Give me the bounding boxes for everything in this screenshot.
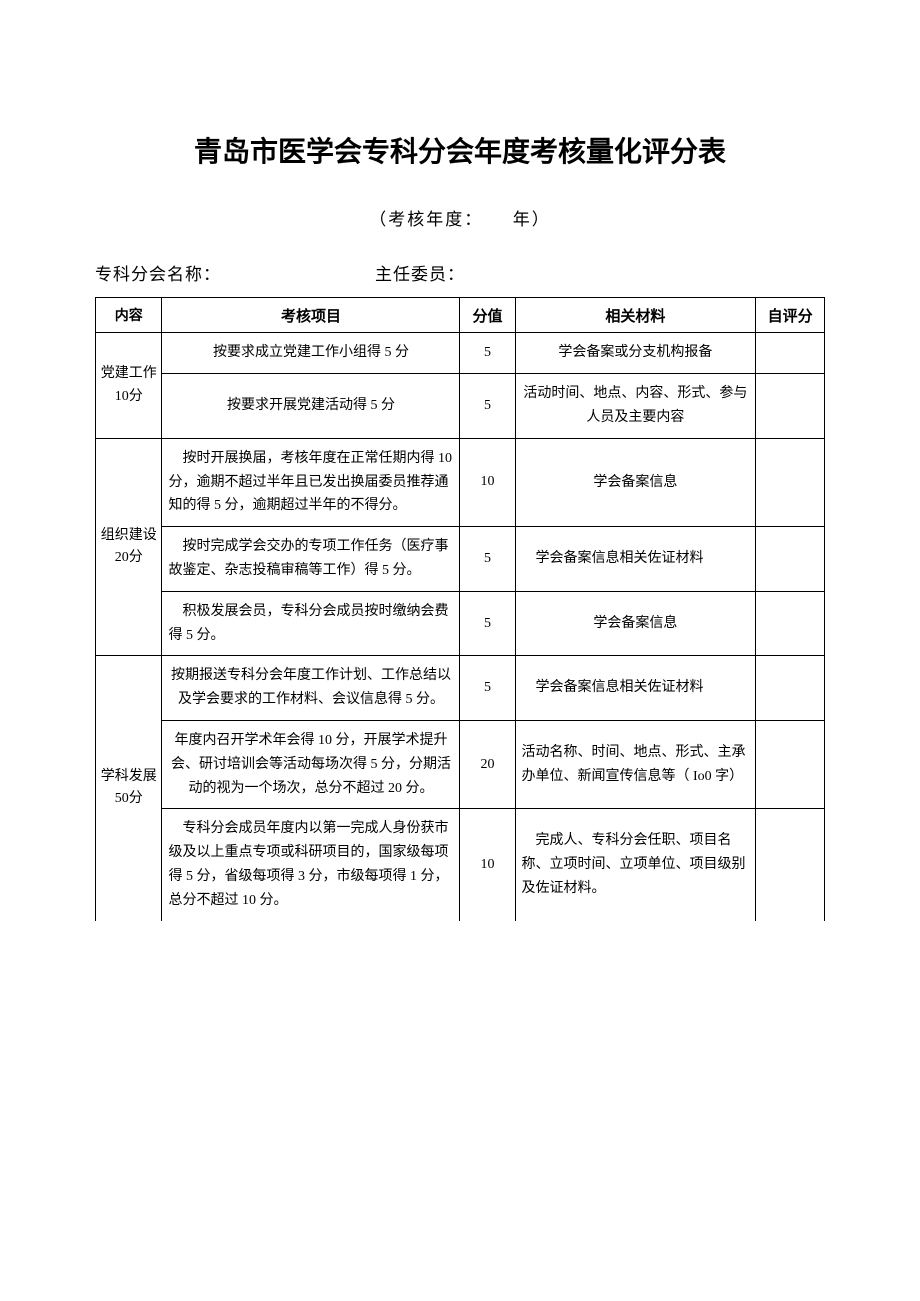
table-row: 党建工作 10分 按要求成立党建工作小组得 5 分 5 学会备案或分支机构报备 [96,333,825,374]
table-row: 按时完成学会交办的专项工作任务（医疗事故鉴定、杂志投稿审稿等工作）得 5 分。 … [96,527,825,592]
item-cell: 积极发展会员，专科分会成员按时缴纳会费得 5 分。 [162,591,460,656]
material-cell: 学会备案信息相关佐证材料 [515,656,756,721]
chair-label: 主任委员： [375,260,825,285]
item-cell: 按时开展换届，考核年度在正常任期内得 10 分，逾期不超过半年且已发出换届委员推… [162,438,460,526]
material-cell: 学会备案或分支机构报备 [515,333,756,374]
header-category: 内容 [96,298,162,333]
self-score-cell[interactable] [756,720,825,808]
subtitle-suffix: 年） [475,210,551,229]
table-row: 积极发展会员，专科分会成员按时缴纳会费得 5 分。 5 学会备案信息 [96,591,825,656]
material-cell: 完成人、专科分会任职、项目名称、立项时间、立项单位、项目级别及佐证材料。 [515,809,756,921]
score-cell: 5 [460,591,515,656]
subtitle: （考核年度： 年） [95,205,825,230]
score-cell: 20 [460,720,515,808]
self-score-cell[interactable] [756,374,825,439]
item-cell: 按时完成学会交办的专项工作任务（医疗事故鉴定、杂志投稿审稿等工作）得 5 分。 [162,527,460,592]
score-cell: 5 [460,374,515,439]
item-cell: 按要求成立党建工作小组得 5 分 [162,333,460,374]
self-score-cell[interactable] [756,809,825,921]
material-cell: 活动名称、时间、地点、形式、主承办单位、新闻宣传信息等（ Io0 字） [515,720,756,808]
self-score-cell[interactable] [756,591,825,656]
material-cell: 学会备案信息 [515,591,756,656]
branch-name-label: 专科分会名称： [95,260,375,285]
header-item: 考核项目 [162,298,460,333]
self-score-cell[interactable] [756,333,825,374]
category-party: 党建工作 10分 [96,333,162,438]
item-cell: 按要求开展党建活动得 5 分 [162,374,460,439]
score-cell: 10 [460,438,515,526]
category-org: 组织建设 20分 [96,438,162,656]
item-cell: 专科分会成员年度内以第一完成人身份获市级及以上重点专项或科研项目的，国家级每项得… [162,809,460,921]
table-row: 组织建设 20分 按时开展换届，考核年度在正常任期内得 10 分，逾期不超过半年… [96,438,825,526]
evaluation-table: 内容 考核项目 分值 相关材料 自评分 党建工作 10分 按要求成立党建工作小组… [95,297,825,921]
form-fields: 专科分会名称： 主任委员： [95,260,825,285]
header-material: 相关材料 [515,298,756,333]
table-row: 年度内召开学术年会得 10 分，开展学术提升会、研讨培训会等活动每场次得 5 分… [96,720,825,808]
score-cell: 5 [460,656,515,721]
material-cell: 学会备案信息相关佐证材料 [515,527,756,592]
self-score-cell[interactable] [756,527,825,592]
header-self: 自评分 [756,298,825,333]
header-score: 分值 [460,298,515,333]
category-subject: 学科发展 50分 [96,656,162,921]
item-cell: 按期报送专科分会年度工作计划、工作总结以及学会要求的工作材料、会议信息得 5 分… [162,656,460,721]
score-cell: 5 [460,333,515,374]
subtitle-prefix: （考核年度： [369,210,475,229]
table-row: 学科发展 50分 按期报送专科分会年度工作计划、工作总结以及学会要求的工作材料、… [96,656,825,721]
self-score-cell[interactable] [756,656,825,721]
material-cell: 活动时间、地点、内容、形式、参与人员及主要内容 [515,374,756,439]
self-score-cell[interactable] [756,438,825,526]
table-row: 按要求开展党建活动得 5 分 5 活动时间、地点、内容、形式、参与人员及主要内容 [96,374,825,439]
page-title: 青岛市医学会专科分会年度考核量化评分表 [95,130,825,170]
material-cell: 学会备案信息 [515,438,756,526]
table-header-row: 内容 考核项目 分值 相关材料 自评分 [96,298,825,333]
item-cell: 年度内召开学术年会得 10 分，开展学术提升会、研讨培训会等活动每场次得 5 分… [162,720,460,808]
score-cell: 5 [460,527,515,592]
table-row: 专科分会成员年度内以第一完成人身份获市级及以上重点专项或科研项目的，国家级每项得… [96,809,825,921]
score-cell: 10 [460,809,515,921]
